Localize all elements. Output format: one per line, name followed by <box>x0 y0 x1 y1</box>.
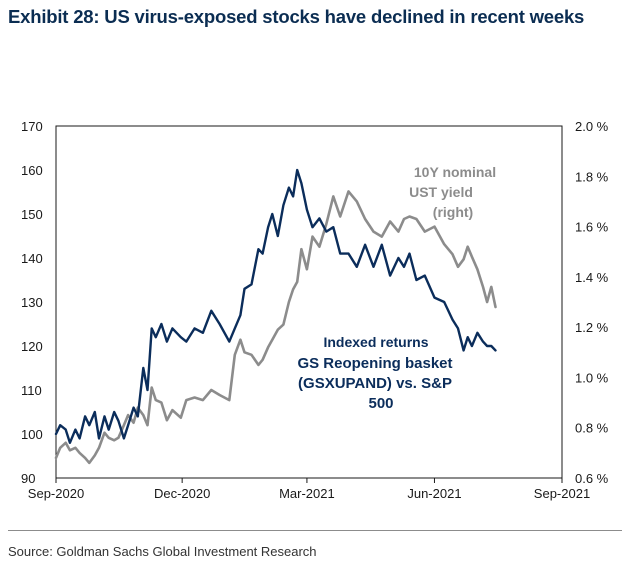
y-right-tick-label: 1.0 % <box>575 370 609 385</box>
y-left-tick-label: 140 <box>21 251 43 266</box>
reopening-basket-label: Indexed returns <box>323 334 428 350</box>
y-right-tick-label: 2.0 % <box>575 119 609 134</box>
y-right-tick-label: 1.6 % <box>575 220 609 235</box>
ust-yield-label: UST yield <box>409 184 473 200</box>
ust-yield-label: (right) <box>433 204 473 220</box>
y-left-tick-label: 110 <box>21 383 42 398</box>
y-right-tick-label: 0.6 % <box>575 471 609 486</box>
line-chart: 90 100 110 120 130 140 150 160 170 0.6 % 0.8 % 1.0… <box>21 119 609 501</box>
source-note: Source: Goldman Sachs Global Investment … <box>8 544 317 559</box>
y-left-tick-label: 160 <box>21 163 43 178</box>
x-tick-label: Sep-2021 <box>534 486 590 501</box>
reopening-basket-label: (GSXUPAND) vs. S&P <box>298 375 452 392</box>
y-left-tick-label: 100 <box>21 427 43 442</box>
ust-yield-line <box>54 190 497 465</box>
y-left-tick-label: 130 <box>21 295 43 310</box>
y-left-tick-label: 120 <box>21 339 43 354</box>
chart-title: Exhibit 28: US virus-exposed stocks have… <box>8 6 585 27</box>
plot-frame <box>55 125 563 479</box>
y-right-tick-label: 1.4 % <box>575 270 609 285</box>
y-right-tick-label: 0.8 % <box>575 421 609 436</box>
x-tick-label: Mar-2021 <box>279 486 335 501</box>
y-right-tick-label: 1.8 % <box>575 169 609 184</box>
reopening-basket-line <box>54 168 497 444</box>
x-tick-label: Dec-2020 <box>154 486 210 501</box>
x-tick-label: Jun-2021 <box>407 486 461 501</box>
ust-yield-label: 10Y nominal <box>414 164 496 180</box>
reopening-basket-label: 500 <box>368 395 393 412</box>
y-left-tick-label: 150 <box>21 207 43 222</box>
x-tick-label: Sep-2020 <box>28 486 84 501</box>
footer-divider <box>8 530 622 531</box>
reopening-basket-label: GS Reopening basket <box>297 355 452 372</box>
y-right-tick-label: 1.2 % <box>575 320 609 335</box>
y-left-tick-label: 90 <box>21 471 35 486</box>
y-left-tick-label: 170 <box>21 119 43 134</box>
